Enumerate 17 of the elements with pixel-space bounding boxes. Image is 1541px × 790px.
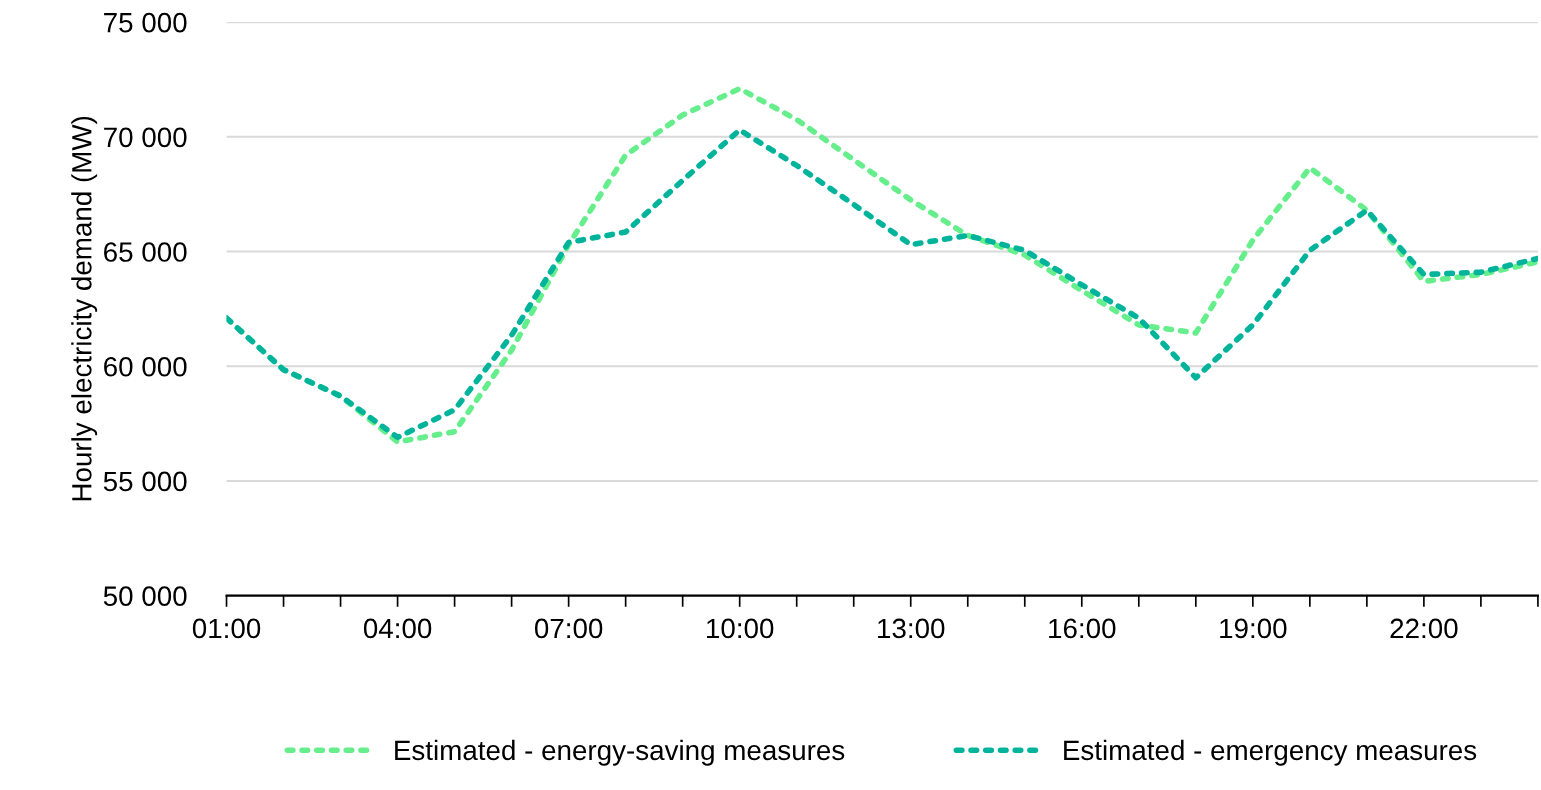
- y-tick-label: 50 000: [103, 586, 187, 606]
- y-tick-label: 75 000: [104, 12, 187, 33]
- legend-label: Estimated - energy-saving measures: [395, 739, 845, 766]
- x-tick-label: 16:00: [1049, 618, 1116, 639]
- x-tick-label: 07:00: [534, 618, 603, 639]
- x-tick-label: 19:00: [1220, 618, 1287, 639]
- y-axis-title: Hourly electricity demand (MW): [71, 116, 98, 501]
- x-tick-label: 04:00: [363, 618, 432, 639]
- legend-label: Estimated - emergency measures: [1064, 739, 1477, 766]
- x-tick-label: 01:00: [192, 618, 261, 639]
- x-tick-label: 22:00: [1390, 618, 1458, 639]
- x-tick-label: 10:00: [707, 618, 774, 639]
- y-tick-label: 70 000: [104, 127, 187, 148]
- x-tick-label: 13:00: [878, 618, 945, 639]
- y-tick-label: 60 000: [104, 356, 187, 377]
- y-tick-label: 55 000: [103, 471, 187, 492]
- y-tick-label: 65 000: [104, 242, 187, 262]
